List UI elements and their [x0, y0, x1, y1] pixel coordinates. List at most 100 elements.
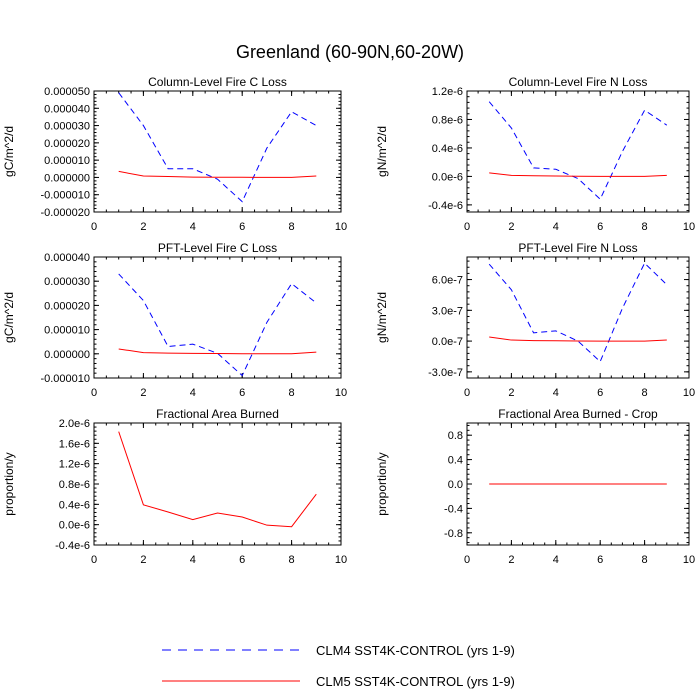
x-tick-label: 6: [597, 387, 603, 399]
x-tick-label: 0: [464, 387, 470, 399]
y-tick-label: 2.0e-6: [59, 418, 90, 430]
plot-frame: [93, 256, 342, 379]
series-line-clm4: [488, 101, 668, 201]
y-axis-label: gN/m^2/d: [375, 126, 389, 177]
panel-fab: Fractional Area Burned proportion/y 0 2 4 6 8 1…: [2, 407, 347, 566]
x-tick-label: 8: [289, 554, 295, 566]
x-tick-label: 10: [683, 221, 695, 233]
x-tick-label: 4: [553, 387, 559, 399]
x-tick-label: 4: [190, 221, 196, 233]
y-tick-label: 0.000000: [44, 172, 90, 184]
x-tick-label: 10: [683, 387, 695, 399]
x-tick-label: 6: [597, 554, 603, 566]
y-tick-label: -0.000010: [40, 190, 90, 202]
series-line-clm4: [118, 273, 317, 377]
figure-title: Greenland (60-90N,60-20W): [236, 42, 464, 62]
x-tick-label: 6: [597, 221, 603, 233]
y-tick-label: -0.8: [444, 528, 463, 540]
y-tick-label: 0.0e-6: [59, 520, 90, 532]
x-tick-label: 0: [91, 221, 97, 233]
series-line-clm5: [118, 170, 317, 178]
x-tick-label: 2: [508, 221, 514, 233]
y-tick-label: -0.4e-6: [55, 540, 90, 552]
series-line-clm5: [118, 348, 317, 355]
x-tick-label: 10: [335, 554, 347, 566]
y-tick-label: 0.000040: [44, 103, 90, 115]
y-axis-label: proportion/y: [375, 452, 389, 515]
panel-title: Fractional Area Burned: [156, 407, 279, 421]
y-tick-label: 1.2e-6: [432, 86, 463, 98]
panel-title: Fractional Area Burned - Crop: [498, 407, 658, 421]
x-tick-label: 2: [508, 387, 514, 399]
x-tick-label: 4: [553, 554, 559, 566]
x-tick-label: 10: [335, 387, 347, 399]
panel-title: Column-Level Fire N Loss: [509, 75, 648, 89]
y-tick-label: 0.000030: [44, 276, 90, 288]
y-tick-label: 0.000010: [44, 325, 90, 337]
x-tick-label: 8: [642, 221, 648, 233]
x-tick-label: 0: [464, 554, 470, 566]
panel-title: PFT-Level Fire N Loss: [518, 241, 637, 255]
x-tick-label: 0: [91, 387, 97, 399]
y-tick-label: -0.000020: [40, 207, 90, 219]
plot-frame: [93, 422, 342, 546]
y-tick-label: 0.4e-6: [432, 143, 463, 155]
y-tick-label: 0.000020: [44, 300, 90, 312]
series-line-clm5: [489, 172, 667, 177]
x-tick-label: 2: [140, 554, 146, 566]
panels: Column-Level Fire C Loss gC/m^2/d 0 2 4 6 8 10 -…: [2, 75, 695, 566]
x-tick-label: 6: [239, 387, 245, 399]
y-tick-label: 0.000010: [44, 155, 90, 167]
x-tick-label: 6: [239, 554, 245, 566]
y-tick-label: 0.8: [448, 430, 463, 442]
x-tick-label: 2: [140, 221, 146, 233]
x-tick-label: 8: [289, 387, 295, 399]
panel-fab-crop: Fractional Area Burned - Crop proportion/…: [375, 407, 695, 566]
y-tick-label: 0.8e-6: [432, 114, 463, 126]
x-tick-label: 4: [553, 221, 559, 233]
x-tick-label: 6: [239, 221, 245, 233]
x-tick-label: 0: [91, 554, 97, 566]
panel-pft-n: PFT-Level Fire N Loss gN/m^2/d 0 2 4 6 8 10 -3.0…: [375, 241, 695, 399]
y-tick-label: 0.000050: [44, 86, 90, 98]
y-tick-label: 6.0e-7: [432, 275, 463, 287]
y-axis-label: gN/m^2/d: [375, 292, 389, 343]
x-tick-label: 10: [335, 221, 347, 233]
series-line-clm4: [488, 262, 668, 363]
y-tick-label: 1.6e-6: [59, 438, 90, 450]
y-tick-label: 0.0e-7: [432, 336, 463, 348]
x-tick-label: 8: [289, 221, 295, 233]
x-tick-label: 8: [642, 554, 648, 566]
panel-title: PFT-Level Fire C Loss: [158, 241, 277, 255]
y-axis-label: proportion/y: [2, 452, 16, 515]
y-tick-label: -3.0e-7: [428, 367, 463, 379]
y-tick-label: 0.4: [448, 455, 463, 467]
plot-frame: [466, 90, 690, 213]
y-tick-label: 3.0e-7: [432, 305, 463, 317]
y-tick-label: 0.0e-6: [432, 171, 463, 183]
x-tick-label: 0: [464, 221, 470, 233]
y-tick-label: 0.000040: [44, 252, 90, 264]
plot-frame: [466, 256, 690, 379]
x-tick-label: 10: [683, 554, 695, 566]
series-line-clm5: [118, 431, 317, 528]
x-tick-label: 2: [140, 387, 146, 399]
y-tick-label: 0.8e-6: [59, 479, 90, 491]
x-tick-label: 8: [642, 387, 648, 399]
y-axis-label: gC/m^2/d: [2, 126, 16, 177]
y-tick-label: -0.4e-6: [428, 200, 463, 212]
panel-col-c: Column-Level Fire C Loss gC/m^2/d 0 2 4 6 8 10 -…: [2, 75, 347, 233]
y-axis-label: gC/m^2/d: [2, 292, 16, 343]
panel-title: Column-Level Fire C Loss: [148, 75, 287, 89]
y-tick-label: 0.000030: [44, 121, 90, 133]
panel-col-n: Column-Level Fire N Loss gN/m^2/d 0 2 4 6 8 10 -…: [375, 75, 695, 233]
y-tick-label: 0.000020: [44, 138, 90, 150]
y-tick-label: -0.4: [444, 503, 463, 515]
legend: CLM4 SST4K-CONTROL (yrs 1-9) CLM5 SST4K-…: [162, 643, 515, 689]
series-line-clm5: [489, 336, 667, 342]
x-tick-label: 4: [190, 554, 196, 566]
y-tick-label: 0.0: [448, 479, 463, 491]
y-tick-label: -0.000010: [40, 373, 90, 385]
y-tick-label: 0.000000: [44, 349, 90, 361]
